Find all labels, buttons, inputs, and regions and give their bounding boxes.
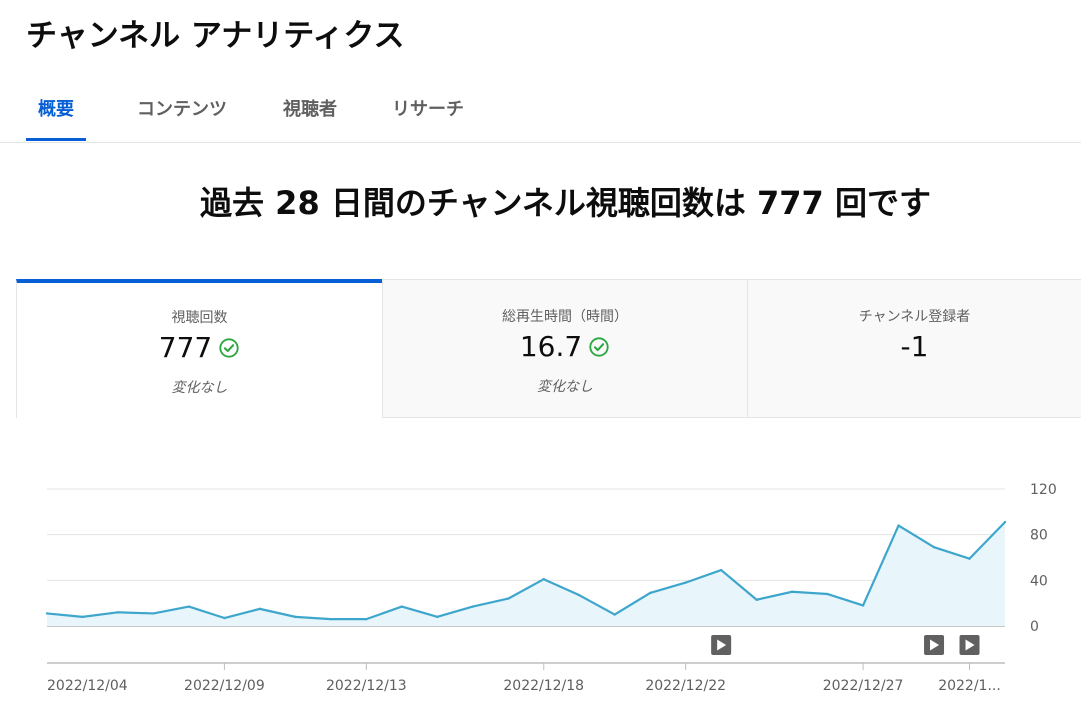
data-point	[861, 604, 865, 607]
data-point	[897, 524, 900, 527]
x-tick-label: 2022/12/09	[184, 678, 265, 694]
data-point	[258, 607, 262, 611]
x-tick-label: 2022/12/13	[326, 678, 407, 694]
data-point	[648, 591, 652, 595]
data-point	[187, 605, 191, 608]
metric-value: 16.7	[519, 330, 583, 363]
data-point	[45, 612, 49, 615]
tab-content[interactable]: コンテンツ	[137, 99, 227, 120]
data-point	[507, 597, 510, 600]
metric-value: -1	[900, 330, 929, 363]
series-line	[46, 521, 1006, 621]
x-tick-label: 2022/12/04	[47, 678, 128, 694]
check-circle-icon	[589, 337, 609, 357]
metric-change-text: 変化なし	[537, 379, 593, 395]
metric-value: 777	[158, 331, 213, 364]
data-point	[223, 616, 226, 620]
tab-audience[interactable]: 視聴者	[283, 99, 337, 120]
tab-research[interactable]: リサーチ	[392, 99, 464, 120]
data-point	[932, 546, 936, 549]
tab-bar: 概要 コンテンツ 視聴者 リサーチ	[0, 88, 1081, 143]
page-title: チャンネル アナリティクス	[26, 18, 405, 54]
metric-label: 総再生時間（時間）	[502, 309, 628, 325]
data-point	[755, 598, 758, 601]
metric-card-watch-time[interactable]: 総再生時間（時間） 16.7 変化なし	[382, 279, 748, 418]
data-point	[684, 581, 687, 584]
data-point	[365, 617, 368, 621]
y-tick-label: 80	[1030, 528, 1048, 544]
x-tick-label: 2022/1...	[938, 678, 1001, 694]
metric-label: チャンネル登録者	[858, 309, 971, 325]
x-tick-label: 2022/12/22	[645, 678, 726, 694]
x-tick-label: 2022/12/18	[503, 678, 584, 694]
data-point	[471, 605, 474, 608]
data-point	[613, 613, 616, 616]
series-area	[47, 522, 1005, 626]
data-point	[400, 605, 404, 608]
x-tick-label: 2022/12/27	[823, 678, 904, 694]
data-point	[1003, 520, 1007, 524]
metric-cards: 視聴回数 777 変化なし 総再生時間（時間） 16.7 変化なし チャンネル登…	[16, 279, 1081, 418]
data-point	[116, 611, 120, 614]
summary-headline: 過去 28 日間のチャンネル視聴回数は 777 回です	[200, 184, 931, 222]
metric-card-views[interactable]: 視聴回数 777 変化なし	[16, 279, 383, 418]
data-point	[294, 615, 297, 619]
data-point	[968, 557, 971, 560]
data-point	[719, 568, 723, 572]
data-point	[81, 615, 84, 619]
check-circle-icon	[219, 338, 239, 358]
y-tick-label: 120	[1030, 482, 1057, 498]
y-tick-label: 0	[1030, 619, 1039, 635]
views-chart: 0 40 80 120 2022/12/04 2022/12/09 2022/12/13 20…	[45, 482, 1057, 694]
metric-card-subscribers[interactable]: チャンネル登録者 -1	[747, 279, 1081, 418]
data-point	[329, 617, 333, 621]
tab-overview[interactable]: 概要	[26, 88, 86, 141]
metric-change-text: 変化なし	[171, 380, 228, 396]
metric-label: 視聴回数	[171, 310, 228, 326]
data-point	[578, 593, 581, 597]
play-icon[interactable]	[711, 635, 732, 655]
data-point	[790, 590, 794, 593]
data-point	[152, 612, 155, 615]
play-icon[interactable]	[924, 635, 945, 655]
play-icon[interactable]	[959, 635, 980, 655]
data-point	[436, 615, 439, 619]
data-point	[542, 577, 545, 581]
y-tick-label: 40	[1030, 573, 1048, 589]
data-point	[826, 592, 829, 596]
